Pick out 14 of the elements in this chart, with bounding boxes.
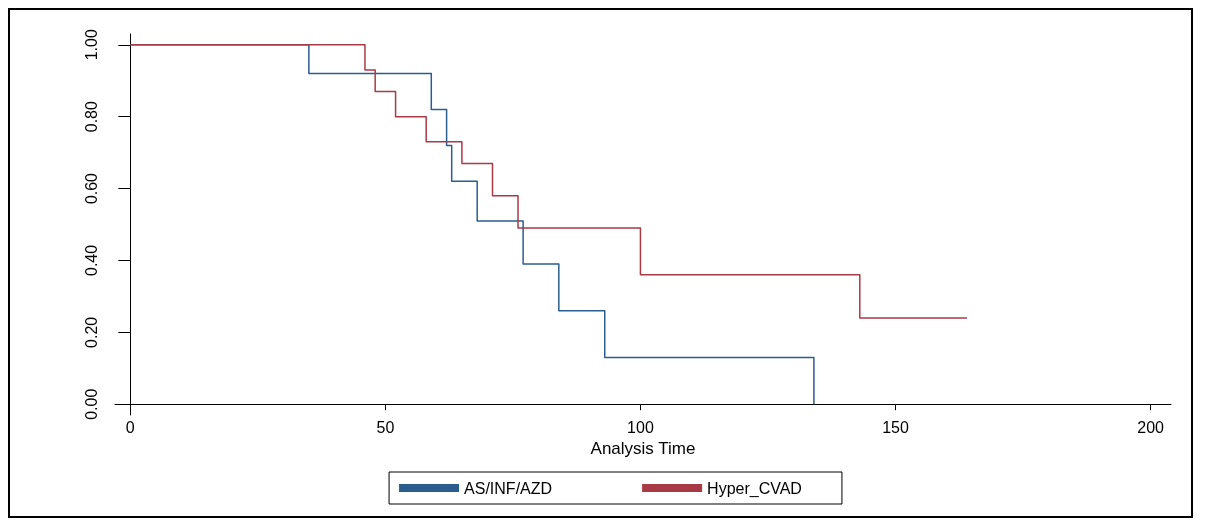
legend-label: Hyper_CVAD: [707, 479, 802, 498]
y-tick-label: 0.00: [82, 388, 100, 420]
x-tick-label: 50: [376, 418, 395, 436]
x-tick-label: 100: [627, 418, 654, 436]
y-tick-label: 0.60: [82, 172, 100, 205]
x-axis-title: Analysis Time: [590, 438, 696, 458]
x-tick-label: 150: [882, 418, 909, 436]
legend-label: AS/INF/AZD: [464, 479, 553, 497]
y-tick-label: 1.00: [82, 29, 100, 61]
x-tick-label: 200: [1137, 418, 1165, 436]
y-tick-label: 0.20: [82, 316, 100, 348]
y-tick-label: 0.80: [82, 101, 100, 133]
y-tick-label: 0.40: [82, 244, 100, 277]
x-tick-label: 0: [125, 418, 135, 436]
